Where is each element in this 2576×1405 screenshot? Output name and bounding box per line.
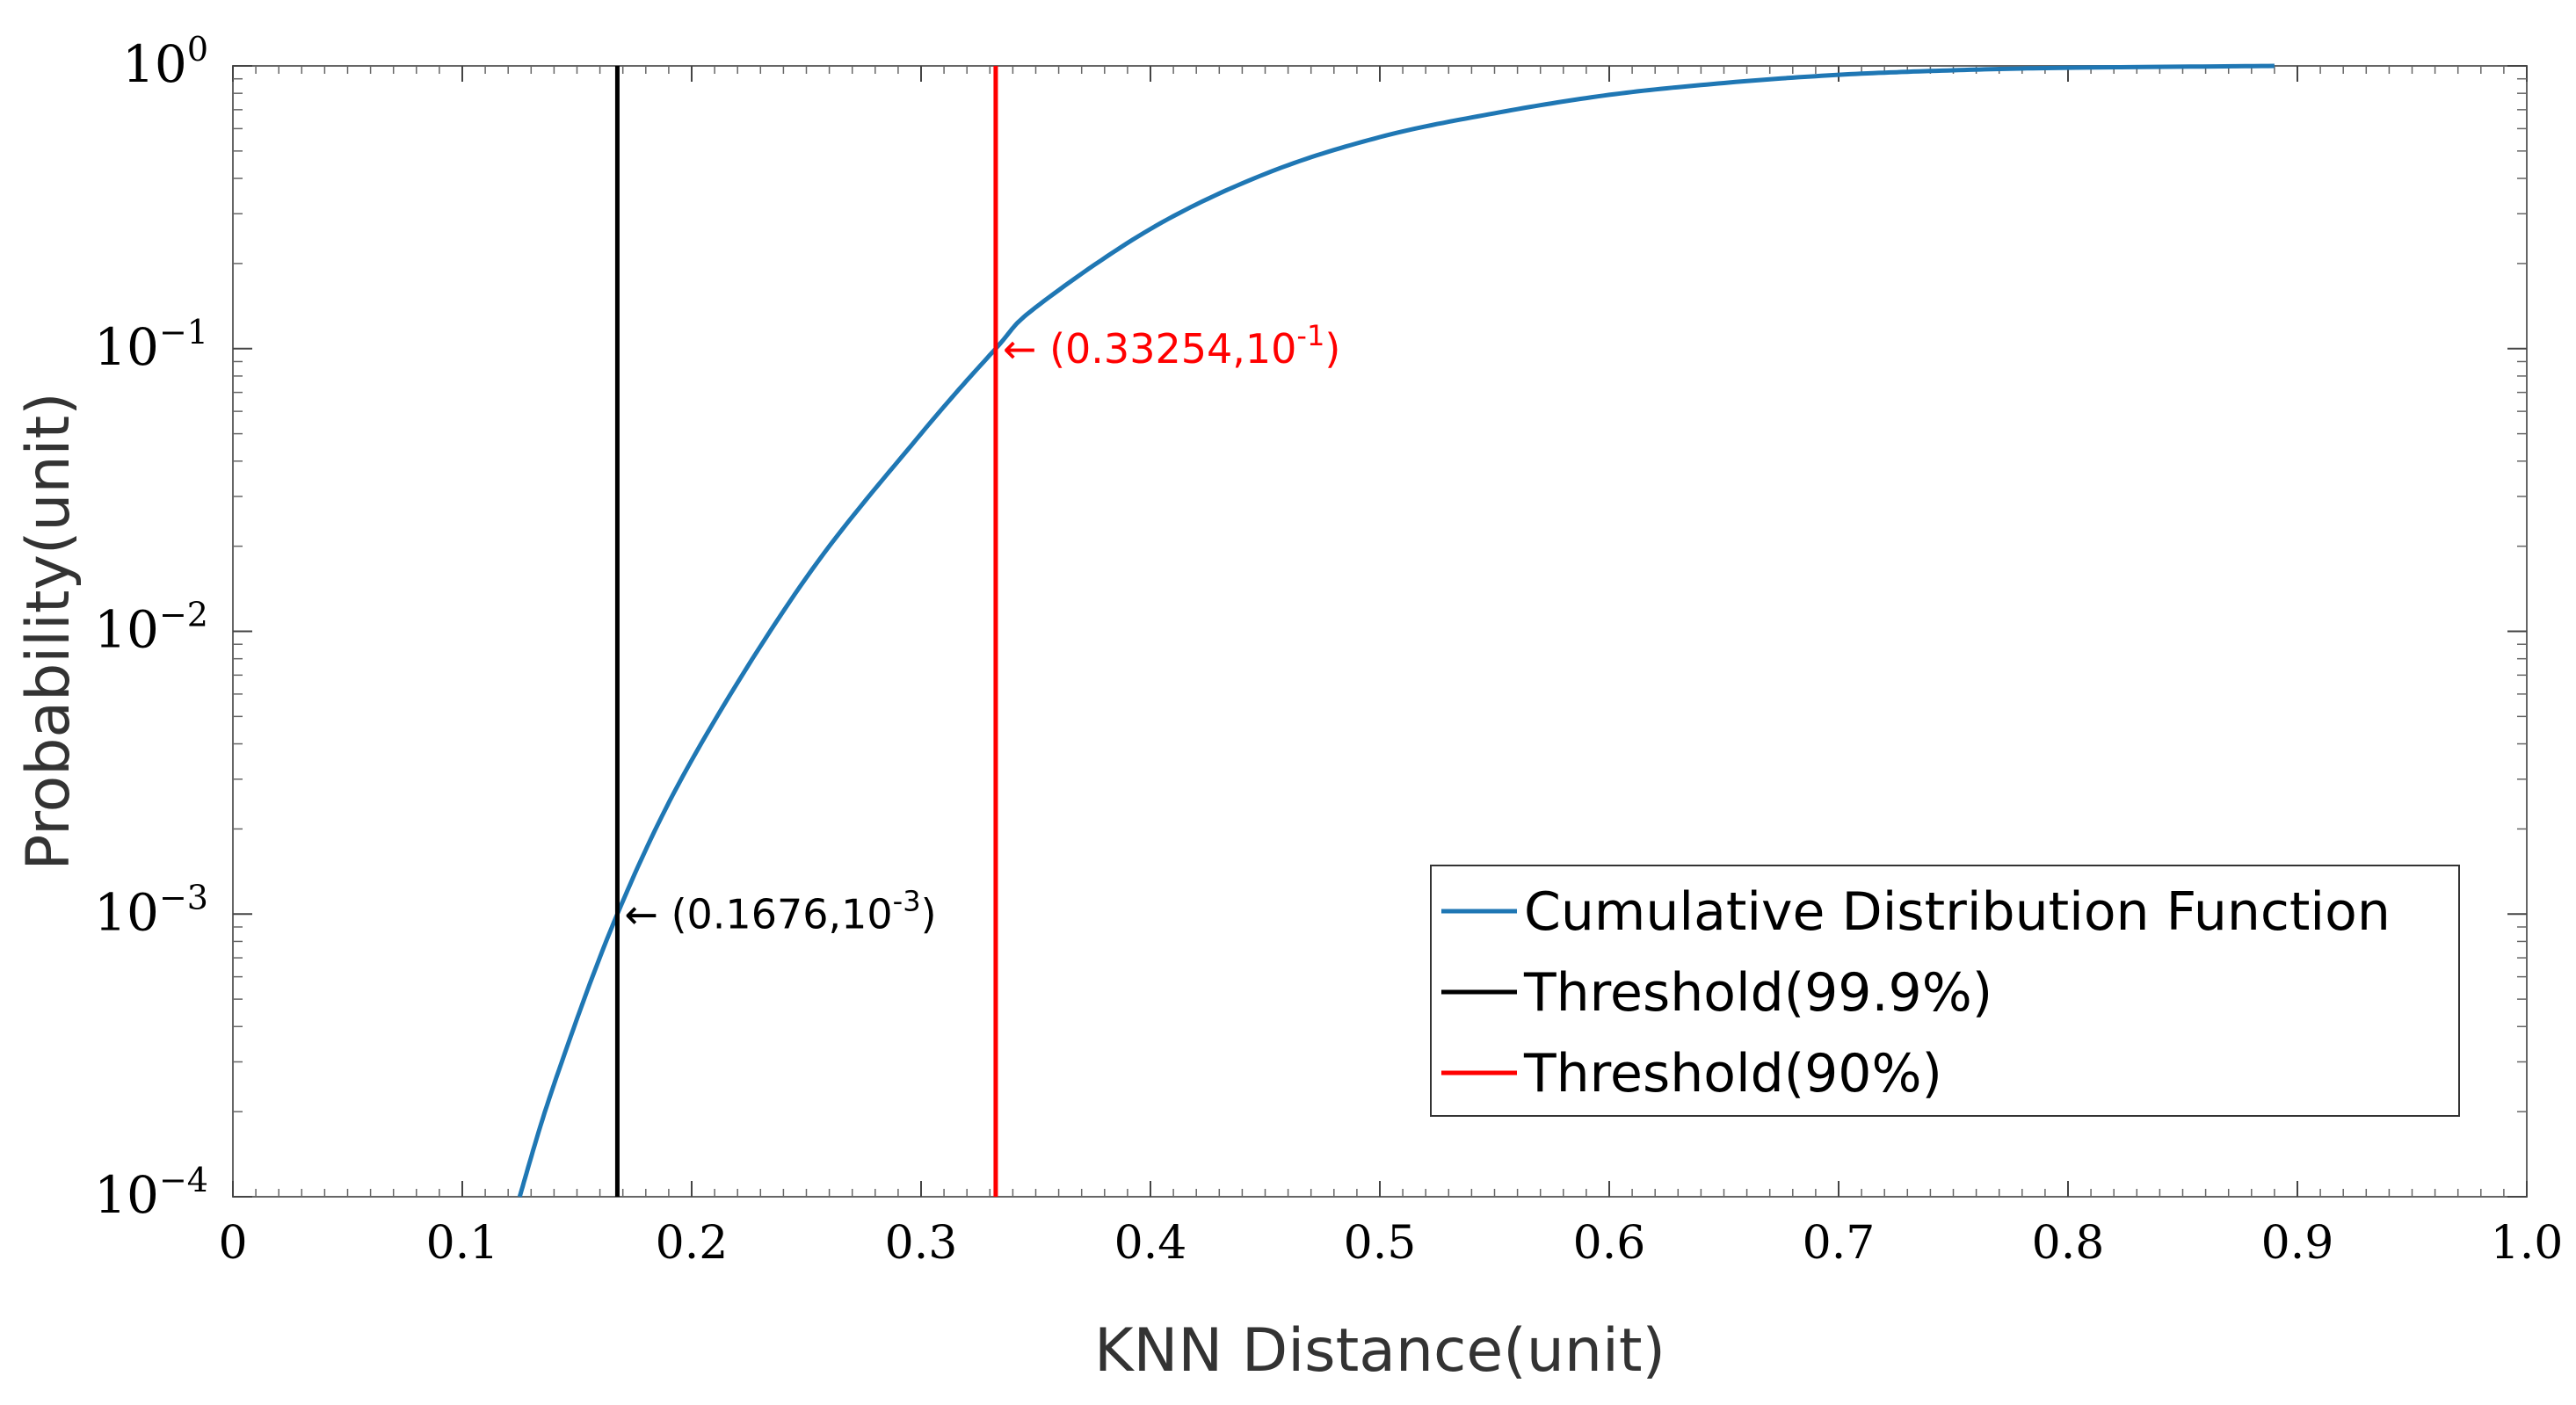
legend-label: Threshold(99.9%) [1523, 962, 1992, 1024]
x-tick-label: 0.5 [1344, 1217, 1417, 1270]
annotation-99-9: ← (0.1676,10-3) [624, 884, 936, 938]
x-tick-label: 0.3 [885, 1217, 958, 1270]
y-tick-label: 10−1 [94, 313, 208, 377]
legend-box [1430, 865, 2460, 1117]
x-tick-label: 0.9 [2261, 1217, 2334, 1270]
y-axis-label: Probability(unit) [14, 392, 83, 870]
y-tick-label: 10−4 [94, 1161, 208, 1225]
x-tick-label: 0.2 [656, 1217, 729, 1270]
y-tick-label: 10−3 [94, 878, 208, 942]
x-tick-label: 0.8 [2032, 1217, 2105, 1270]
cdf-series-line [517, 63, 2275, 1198]
x-tick-label: 0.6 [1573, 1217, 1646, 1270]
annotation-90: ← (0.33254,10-1) [1003, 319, 1340, 373]
x-tick-label: 0 [218, 1217, 247, 1270]
x-tick-label: 0.1 [426, 1217, 499, 1270]
x-axis-label: KNN Distance(unit) [1094, 1316, 1665, 1386]
x-tick-label: 1.0 [2491, 1217, 2564, 1270]
x-tick-label: 0.4 [1114, 1217, 1187, 1270]
y-tick-label: 100 [122, 30, 208, 94]
x-tick-label: 0.7 [1803, 1217, 1876, 1270]
legend-label: Threshold(90%) [1523, 1043, 1942, 1104]
legend-label: Cumulative Distribution Function [1524, 881, 2391, 943]
y-tick-label: 10−2 [94, 596, 208, 660]
